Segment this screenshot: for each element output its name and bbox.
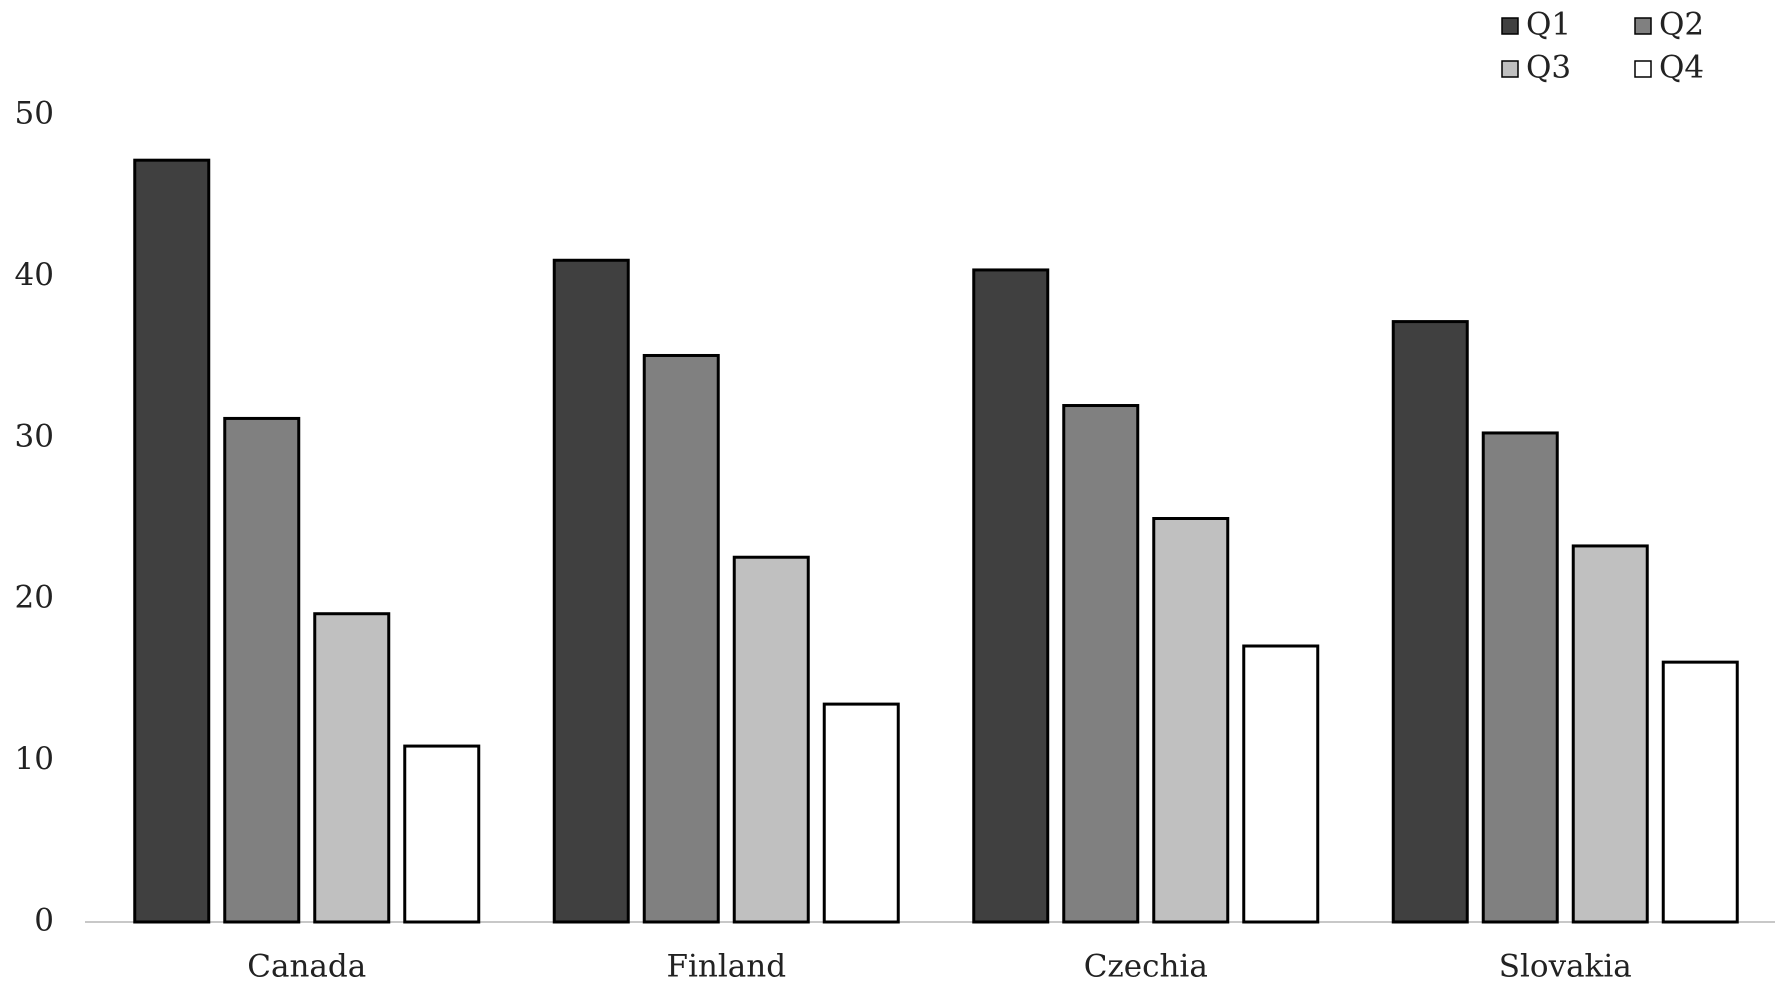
legend-label: Q3	[1526, 50, 1571, 86]
x-tick-label: Slovakia	[1499, 949, 1632, 985]
bar	[1391, 320, 1469, 924]
x-tick-label: Finland	[666, 949, 786, 985]
legend-label: Q2	[1659, 7, 1704, 43]
bar	[313, 612, 391, 924]
legend-swatch	[1634, 17, 1652, 35]
bar	[972, 268, 1050, 924]
bar	[732, 555, 810, 924]
y-tick-label: 40	[15, 257, 54, 293]
bar	[1062, 404, 1140, 924]
legend-label: Q4	[1659, 50, 1704, 86]
legend-swatch	[1501, 60, 1519, 78]
y-tick-label: 20	[15, 580, 54, 616]
legend-swatch	[1634, 60, 1652, 78]
bar	[642, 353, 720, 924]
bar	[1152, 517, 1230, 924]
y-tick-label: 30	[15, 418, 54, 454]
legend-label: Q1	[1526, 7, 1571, 43]
bar	[1571, 544, 1649, 924]
bar	[552, 258, 630, 924]
bar	[403, 744, 481, 924]
bar	[223, 416, 301, 924]
legend-swatch	[1501, 17, 1519, 35]
bar	[1242, 644, 1320, 924]
x-tick-label: Canada	[247, 949, 366, 985]
x-tick-label: Czechia	[1084, 949, 1208, 985]
bar	[1481, 431, 1559, 924]
bar	[822, 702, 900, 924]
y-tick-label: 0	[34, 903, 54, 939]
y-tick-label: 10	[15, 741, 54, 777]
y-tick-label: 50	[15, 96, 54, 132]
bar	[1661, 660, 1739, 924]
bar	[133, 158, 211, 924]
